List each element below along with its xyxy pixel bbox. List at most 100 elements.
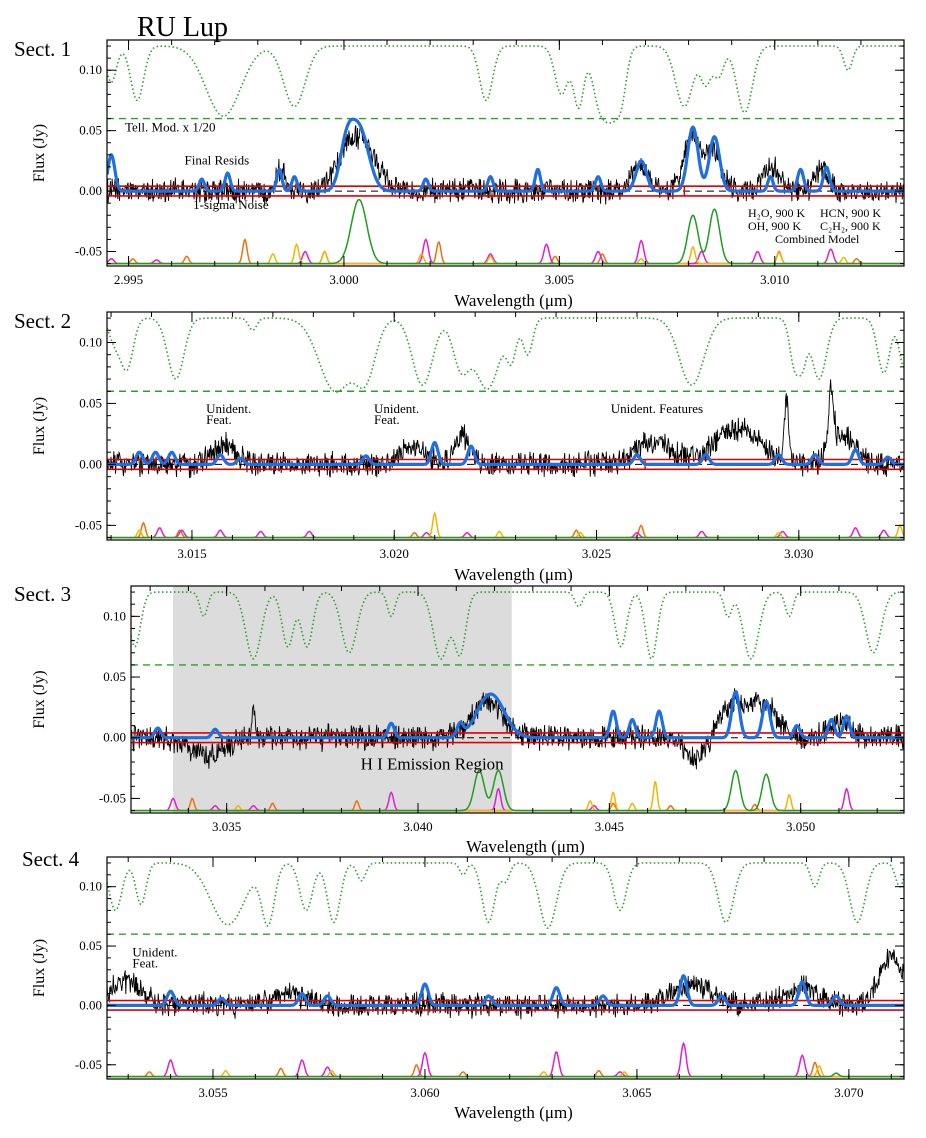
annotation-label: Feat. bbox=[132, 955, 158, 970]
panels-group: 2.995 3.000 3.005 3.010 Wavelength (μm) -0.05… bbox=[14, 37, 905, 1122]
h2o-component-line bbox=[107, 1065, 904, 1078]
y-axis-label: Flux (Jy) bbox=[31, 939, 48, 997]
y-axis-label: Flux (Jy) bbox=[31, 124, 48, 182]
plot-area bbox=[107, 862, 904, 1078]
oh-component-line bbox=[131, 769, 904, 812]
x-tick-label: 3.005 bbox=[545, 272, 574, 287]
x-tick-label: 3.065 bbox=[622, 1085, 651, 1100]
panel-4: 3.055 3.060 3.065 3.070 Wavelength (μm) -0.05… bbox=[22, 847, 905, 1122]
h2o-component-line bbox=[107, 242, 904, 265]
x-axis-label: Wavelength (μm) bbox=[454, 1103, 573, 1122]
x-axis: 3.055 3.060 3.065 3.070 Wavelength (μm) bbox=[127, 857, 892, 1122]
annotation-label: Unident. bbox=[132, 945, 177, 960]
y-tick-label: 0.10 bbox=[79, 879, 102, 894]
x-tick-label: 3.035 bbox=[212, 819, 241, 834]
y-axis-label: Flux (Jy) bbox=[31, 397, 48, 455]
y-tick-label: 0.00 bbox=[79, 456, 102, 471]
y-tick-label: 0.05 bbox=[103, 669, 126, 684]
x-axis-label: Wavelength (μm) bbox=[454, 565, 573, 584]
x-tick-label: 3.015 bbox=[177, 546, 206, 561]
y-tick-label: -0.05 bbox=[75, 517, 102, 532]
panel-3: 3.035 3.040 3.045 3.050 Wavelength (μm) -0.05… bbox=[14, 582, 905, 856]
x-tick-label: 3.010 bbox=[760, 272, 789, 287]
telluric-model-line bbox=[107, 862, 904, 930]
plot-frame bbox=[130, 585, 905, 814]
y-axis: -0.05 0.00 0.05 0.10 Flux (Jy) bbox=[31, 862, 904, 1078]
annotation-label: Unident. bbox=[206, 401, 251, 416]
y-tick-label: 0.00 bbox=[79, 997, 102, 1012]
c2h2-component-line bbox=[107, 1061, 904, 1078]
plot-frame bbox=[106, 856, 905, 1080]
y-tick-label: 0.10 bbox=[79, 334, 102, 349]
residual-data-line bbox=[131, 688, 904, 770]
combined-model-line bbox=[107, 440, 904, 466]
telluric-model-line bbox=[107, 317, 904, 393]
plot-area bbox=[107, 317, 904, 539]
combined-model-line bbox=[107, 974, 904, 1007]
legend-entry: Combined Model bbox=[775, 232, 860, 246]
x-axis-label: Wavelength (μm) bbox=[454, 291, 573, 310]
legend-entry: H₂O, 900 K bbox=[748, 206, 806, 220]
combined-model-line bbox=[107, 117, 904, 193]
annotation-label: Unident. bbox=[374, 401, 419, 416]
x-tick-label: 3.025 bbox=[582, 546, 611, 561]
x-tick-label: 3.060 bbox=[410, 1085, 439, 1100]
plot-frame bbox=[106, 39, 905, 267]
x-axis-label: Wavelength (μm) bbox=[466, 837, 585, 856]
x-tick-label: 3.030 bbox=[784, 546, 813, 561]
legend: H₂O, 900 K HCN, 900 K OH, 900 K C₂H₂, 900 K… bbox=[748, 206, 881, 246]
y-tick-label: 0.05 bbox=[79, 395, 102, 410]
combined-model-line bbox=[131, 690, 904, 740]
section-label: Sect. 3 bbox=[14, 582, 71, 606]
y-axis-label: Flux (Jy) bbox=[31, 670, 48, 728]
telluric-model-line bbox=[107, 45, 904, 124]
annotation-label: Final Resids bbox=[185, 152, 250, 167]
x-axis: 3.035 3.040 3.045 3.050 Wavelength (μm) bbox=[149, 586, 878, 856]
section-label: Sect. 2 bbox=[14, 309, 71, 333]
y-tick-label: 0.10 bbox=[103, 608, 126, 623]
plot-area bbox=[131, 586, 904, 813]
residual-data-line bbox=[107, 948, 904, 1020]
x-tick-label: 2.995 bbox=[114, 272, 143, 287]
legend-entry: OH, 900 K bbox=[748, 219, 801, 233]
section-label: Sect. 1 bbox=[14, 37, 71, 61]
hcn-component-line bbox=[107, 526, 904, 539]
y-tick-label: -0.05 bbox=[75, 1057, 102, 1072]
legend-entry: HCN, 900 K bbox=[820, 206, 881, 220]
y-tick-label: -0.05 bbox=[99, 790, 126, 805]
x-tick-label: 3.055 bbox=[198, 1085, 227, 1100]
annotation-label: Feat. bbox=[374, 412, 400, 427]
x-tick-label: 3.020 bbox=[380, 546, 409, 561]
x-tick-label: 3.050 bbox=[786, 819, 815, 834]
x-tick-label: 3.040 bbox=[403, 819, 432, 834]
c2h2-component-line bbox=[107, 521, 904, 539]
y-tick-label: 0.00 bbox=[79, 183, 102, 198]
y-tick-label: 0.05 bbox=[79, 938, 102, 953]
x-axis: 2.995 3.000 3.005 3.010 Wavelength (μm) bbox=[114, 40, 905, 310]
y-tick-label: 0.10 bbox=[79, 62, 102, 77]
oh-component-line bbox=[107, 198, 904, 265]
annotation-label: H I Emission Region bbox=[361, 754, 505, 773]
legend-entry: C₂H₂, 900 K bbox=[820, 219, 881, 233]
plot-area bbox=[107, 45, 904, 265]
y-tick-label: -0.05 bbox=[75, 243, 102, 258]
annotation-label: Unident. Features bbox=[611, 401, 703, 416]
plot-frame bbox=[106, 311, 905, 541]
x-tick-label: 3.000 bbox=[329, 272, 358, 287]
oh-component-line bbox=[107, 1072, 904, 1078]
x-axis: 3.015 3.020 3.025 3.030 Wavelength (μm) bbox=[110, 312, 881, 584]
panel-1: 2.995 3.000 3.005 3.010 Wavelength (μm) -0.05… bbox=[14, 37, 905, 310]
annotation-label: Feat. bbox=[206, 412, 232, 427]
y-axis: -0.05 0.00 0.05 0.10 Flux (Jy) bbox=[31, 591, 904, 812]
residual-data-line bbox=[107, 125, 904, 205]
x-tick-label: 3.070 bbox=[834, 1085, 863, 1100]
telluric-model-line bbox=[131, 591, 904, 660]
y-tick-label: 0.05 bbox=[79, 123, 102, 138]
panel-2: 3.015 3.020 3.025 3.030 Wavelength (μm) -0.05… bbox=[14, 309, 905, 584]
x-tick-label: 3.045 bbox=[595, 819, 624, 834]
section-label: Sect. 4 bbox=[22, 847, 80, 871]
y-axis: -0.05 0.00 0.05 0.10 Flux (Jy) bbox=[31, 317, 904, 539]
annotation-label: 1-sigma Noise bbox=[193, 197, 269, 212]
telluric-scale-label: Tell. Mod. x 1/20 bbox=[125, 120, 215, 135]
